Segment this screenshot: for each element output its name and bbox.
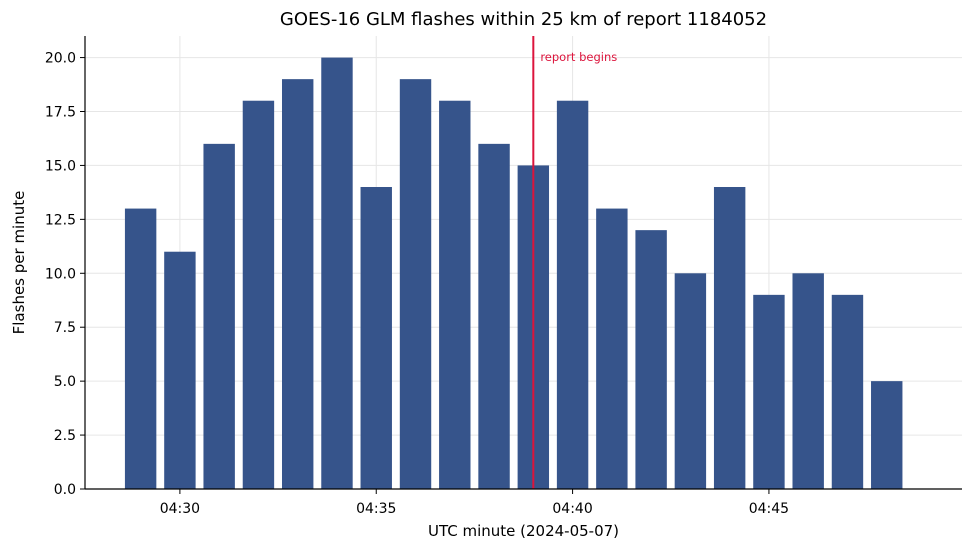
- chart-title: GOES-16 GLM flashes within 25 km of repo…: [280, 9, 767, 30]
- y-tick-label: 17.5: [45, 105, 76, 121]
- y-tick-label: 20.0: [45, 51, 76, 67]
- y-tick-label: 2.5: [54, 428, 76, 444]
- y-tick-label: 7.5: [54, 320, 76, 336]
- x-tick-label: 04:40: [552, 501, 592, 517]
- bar: [674, 273, 707, 489]
- x-ticks: 04:30 04:35 04:40 04:45: [160, 489, 789, 517]
- y-tick-label: 12.5: [45, 212, 76, 228]
- bar: [831, 294, 864, 489]
- y-tick-label: 5.0: [54, 374, 76, 390]
- bar: [360, 187, 392, 489]
- bar: [635, 230, 667, 489]
- y-tick-label: 15.0: [45, 158, 76, 174]
- x-tick-label: 04:35: [356, 501, 396, 517]
- y-axis-title: Flashes per minute: [10, 191, 28, 335]
- bar: [242, 100, 275, 489]
- bar: [556, 100, 589, 489]
- bar: [792, 273, 824, 489]
- bar: [281, 79, 314, 490]
- bar: [753, 294, 785, 489]
- report-begins-label: report begins: [540, 50, 617, 64]
- bar: [596, 208, 628, 490]
- y-ticks: 0.0 2.5 5.0 7.5 10.0 12.5 15.0 17.5 20.0: [45, 51, 85, 498]
- x-axis-title: UTC minute (2024-05-07): [428, 522, 619, 540]
- bar: [478, 143, 510, 489]
- y-tick-label: 10.0: [45, 266, 76, 282]
- bar: [124, 208, 157, 490]
- bar: [871, 381, 903, 489]
- bar: [321, 57, 353, 489]
- y-tick-label: 0.0: [54, 482, 76, 498]
- bar: [399, 79, 432, 490]
- x-tick-label: 04:30: [160, 501, 200, 517]
- x-tick-label: 04:45: [749, 501, 789, 517]
- bar: [439, 100, 471, 489]
- bar: [164, 251, 196, 489]
- bar: [713, 187, 746, 489]
- annotation-layer: report begins: [532, 36, 617, 489]
- bar: [203, 143, 235, 489]
- bars-layer: [124, 57, 903, 490]
